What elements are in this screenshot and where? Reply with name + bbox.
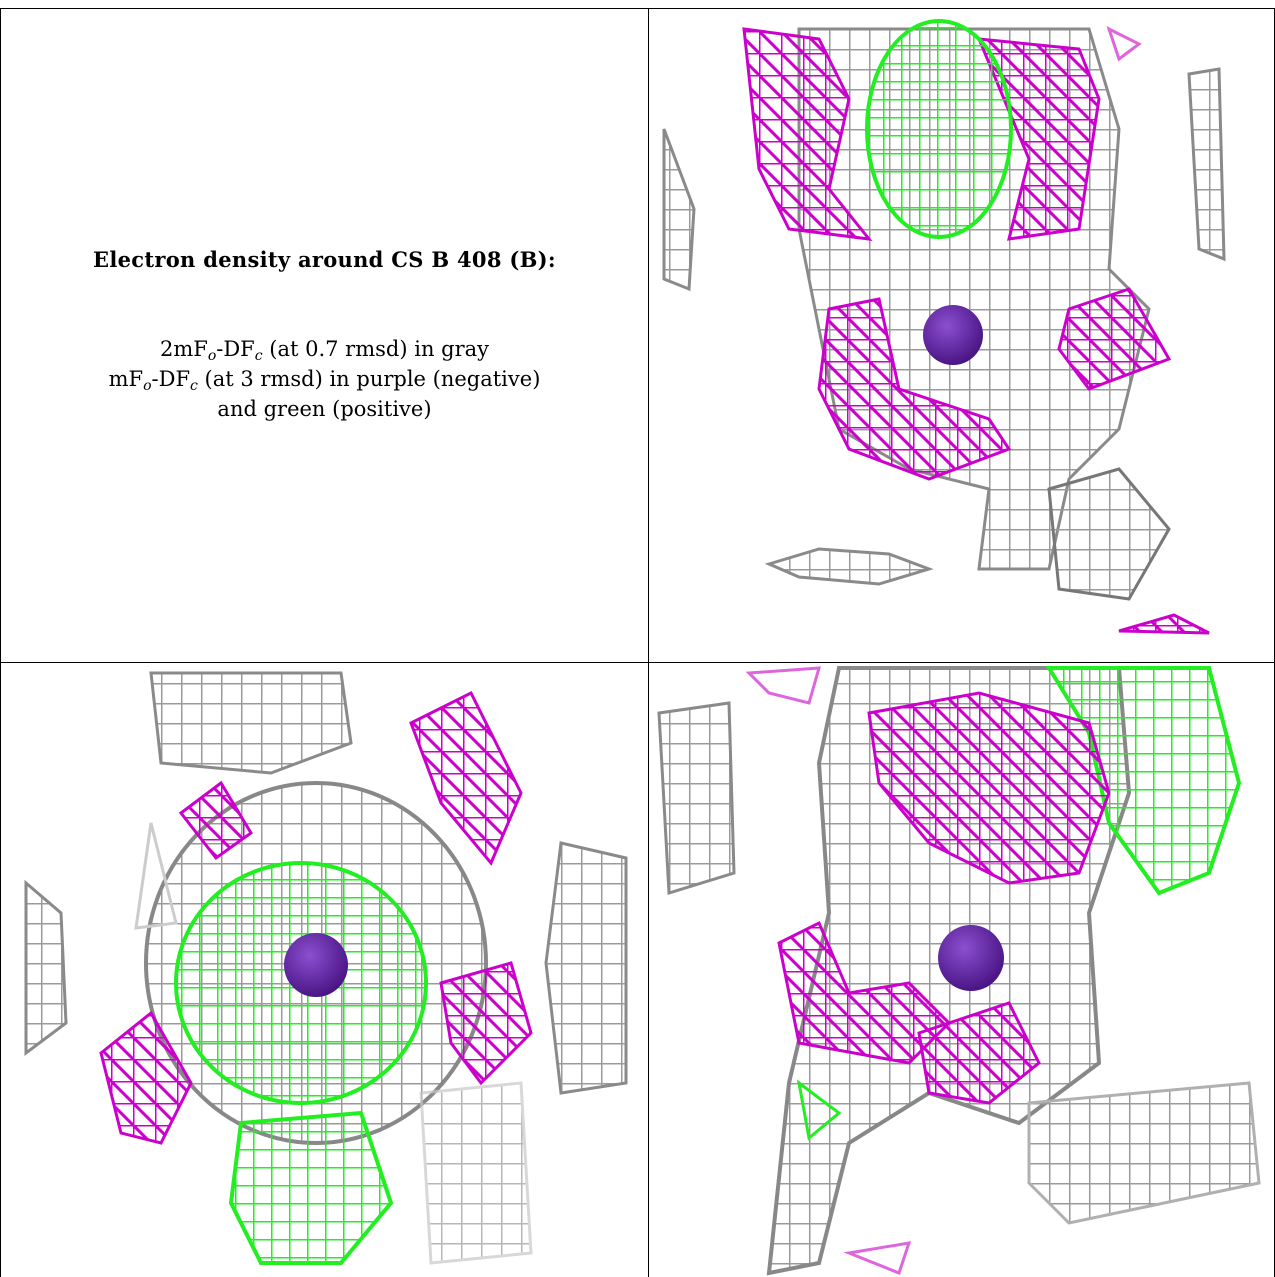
gray-mesh-fragment xyxy=(419,1081,533,1265)
negative-mesh-upper-right xyxy=(409,690,523,866)
horizontal-divider xyxy=(0,662,1275,663)
negative-mesh-upper-left xyxy=(742,27,873,241)
legend: 2mFo-DFc (at 0.7 rmsd) in gray mFo-DFc (… xyxy=(109,334,541,424)
legend-line-gray: 2mFo-DFc (at 0.7 rmsd) in gray xyxy=(109,334,541,364)
negative-mesh-lower-left xyxy=(777,920,952,1065)
negative-mesh-fragment xyxy=(1118,613,1210,635)
negative-mesh-fragment xyxy=(745,666,822,705)
legend-subscript: o xyxy=(207,348,217,364)
negative-mesh-upper xyxy=(867,691,1111,885)
legend-term: -DF xyxy=(216,337,255,361)
gray-mesh-fragment xyxy=(24,879,68,1056)
negative-mesh-right xyxy=(1057,287,1172,391)
legend-line-difference: mFo-DFc (at 3 rmsd) in purple (negative) xyxy=(109,364,541,394)
negative-mesh-fragment xyxy=(1106,26,1142,62)
legend-term: mF xyxy=(108,367,144,391)
vertical-divider xyxy=(648,8,649,1277)
view-bottom-left xyxy=(1,663,648,1277)
atom-sphere-icon xyxy=(938,925,1004,991)
negative-mesh-lower-left xyxy=(99,1010,193,1145)
gray-mesh-fragment xyxy=(764,547,934,586)
gray-mesh-fragment xyxy=(657,701,736,895)
legend-term: 2mF xyxy=(159,337,208,361)
legend-subscript: c xyxy=(190,378,198,394)
view-top-right xyxy=(649,9,1274,662)
positive-mesh-fragment xyxy=(796,1079,842,1141)
negative-mesh-upper-left xyxy=(178,780,253,861)
negative-mesh-lower-left xyxy=(817,297,1012,481)
gray-mesh-fragment xyxy=(544,841,628,1095)
figure-title: Electron density around CS B 408 (B): xyxy=(93,247,556,272)
density-mesh-view-icon xyxy=(662,19,1226,635)
left-border xyxy=(0,8,1,1277)
negative-mesh-lower xyxy=(917,1001,1041,1105)
gray-mesh-fragment xyxy=(1187,67,1226,262)
legend-subscript: c xyxy=(254,348,263,364)
legend-text: (at 0.7 rmsd) in gray xyxy=(262,337,490,361)
legend-line-positive: and green (positive) xyxy=(217,397,432,421)
positive-mesh-blob xyxy=(865,19,1013,239)
gray-mesh-fragment xyxy=(134,822,178,930)
gray-mesh-fragment xyxy=(1047,467,1171,601)
legend-subscript: o xyxy=(143,378,152,394)
view-bottom-right xyxy=(649,663,1274,1277)
negative-mesh-right xyxy=(439,961,533,1086)
gray-mesh-fragment xyxy=(149,671,353,775)
atom-sphere-icon xyxy=(923,305,983,365)
gray-mesh-fragment xyxy=(1027,1081,1261,1225)
legend-text: (at 3 rmsd) in purple (negative) xyxy=(197,367,541,391)
legend-term: -DF xyxy=(151,367,191,391)
top-border xyxy=(0,8,1275,9)
atom-sphere-icon xyxy=(284,933,348,997)
gray-mesh-fragment xyxy=(662,128,696,292)
negative-mesh-fragment xyxy=(843,1241,912,1275)
density-mesh-view-icon xyxy=(24,671,628,1265)
positive-mesh-lower xyxy=(228,1110,394,1265)
density-mesh-view-icon xyxy=(657,666,1261,1276)
caption-cell: Electron density around CS B 408 (B): 2m… xyxy=(1,9,648,662)
negative-mesh-upper-right xyxy=(976,37,1101,241)
